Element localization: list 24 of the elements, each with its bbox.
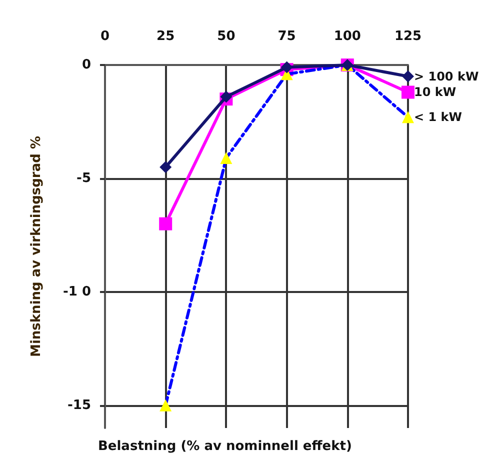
series-label: < 1 kW: [414, 110, 462, 124]
point: [160, 399, 172, 412]
point: [402, 70, 414, 82]
x-tick-label: 100: [334, 29, 361, 44]
y-tick-label: 0: [82, 58, 91, 72]
x-axis-title: Belastning (% av nominnell effekt): [98, 439, 352, 454]
x-tick-label: 25: [156, 29, 175, 44]
y-axis-title: Minskning av virkningsgrad %: [29, 136, 44, 357]
series-label: > 100 kW: [414, 69, 479, 84]
point: [220, 90, 232, 103]
y-tick-label: -5: [76, 170, 91, 186]
x-tick-label: 75: [278, 29, 296, 44]
x-tick-label: 0: [100, 29, 110, 44]
point: [402, 86, 414, 99]
x-tick-label: 50: [217, 29, 236, 44]
x-tick-label: 125: [394, 29, 422, 44]
point: [160, 161, 172, 174]
series-label: 10 kW: [414, 85, 456, 100]
point: [402, 111, 414, 124]
point: [220, 152, 232, 164]
point: [159, 217, 172, 230]
point: [280, 61, 293, 74]
y-tick-label: -15: [68, 398, 91, 413]
y-tick-label: -1 0: [62, 284, 91, 300]
